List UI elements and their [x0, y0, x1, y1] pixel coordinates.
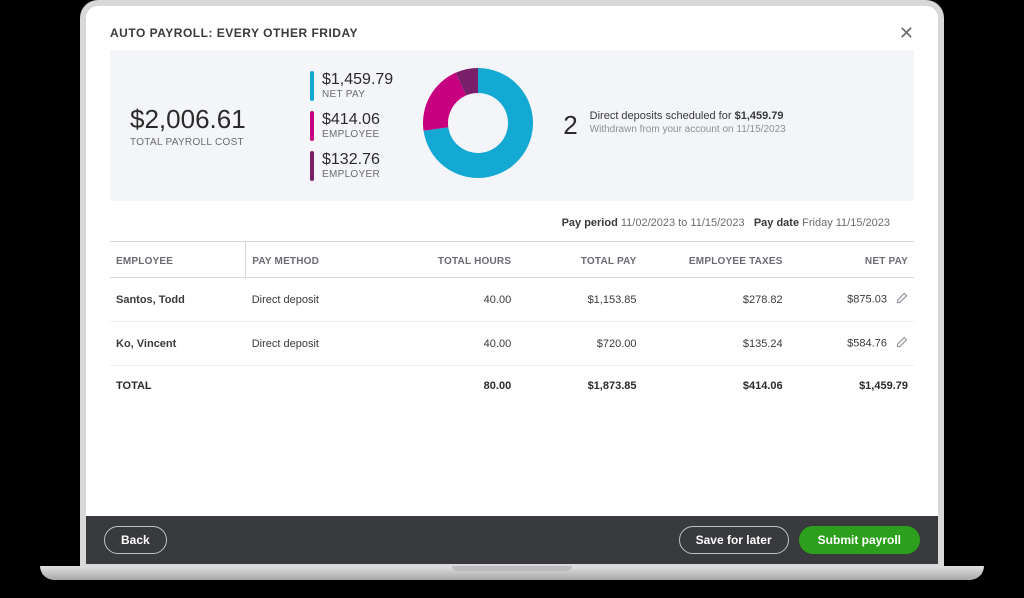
summary-band: $2,006.61 TOTAL PAYROLL COST $1,459.79 N…	[110, 50, 914, 201]
breakdown-label: NET PAY	[322, 89, 393, 100]
deposit-line2: Withdrawn from your account on 11/15/202…	[590, 124, 786, 135]
pencil-icon[interactable]	[894, 336, 908, 351]
save-later-button[interactable]: Save for later	[679, 526, 789, 554]
breakdown-row-employee: $414.06 EMPLOYEE	[310, 111, 393, 141]
deposit-count: 2	[563, 110, 577, 141]
table-row: Santos, Todd Direct deposit 40.00 $1,153…	[110, 278, 914, 322]
total-payroll-label: TOTAL PAYROLL COST	[130, 137, 280, 148]
table-row: Ko, Vincent Direct deposit 40.00 $720.00…	[110, 322, 914, 366]
breakdown-amount: $132.76	[322, 151, 380, 169]
col-taxes: EMPLOYEE TAXES	[643, 242, 789, 278]
col-employee: EMPLOYEE	[110, 242, 246, 278]
table-header-row: EMPLOYEE PAY METHOD TOTAL HOURS TOTAL PA…	[110, 242, 914, 278]
breakdown-bar	[310, 151, 314, 181]
breakdown-bar	[310, 71, 314, 101]
donut-chart	[423, 68, 533, 183]
table-total-row: TOTAL 80.00 $1,873.85 $414.06 $1,459.79	[110, 366, 914, 407]
col-totalpay: TOTAL PAY	[517, 242, 642, 278]
pencil-icon[interactable]	[894, 292, 908, 307]
deposit-block: 2 Direct deposits scheduled for $1,459.7…	[563, 110, 786, 141]
page-title: AUTO PAYROLL: EVERY OTHER FRIDAY	[110, 26, 358, 40]
back-button[interactable]: Back	[104, 526, 167, 554]
payroll-table: EMPLOYEE PAY METHOD TOTAL HOURS TOTAL PA…	[86, 242, 938, 406]
breakdown-amount: $1,459.79	[322, 71, 393, 89]
laptop-frame: AUTO PAYROLL: EVERY OTHER FRIDAY ✕ $2,00…	[80, 0, 944, 570]
submit-payroll-button[interactable]: Submit payroll	[799, 526, 920, 554]
close-icon[interactable]: ✕	[899, 24, 914, 42]
breakdown-label: EMPLOYEE	[322, 129, 380, 140]
total-payroll-amount: $2,006.61	[130, 104, 280, 135]
header: AUTO PAYROLL: EVERY OTHER FRIDAY ✕	[86, 6, 938, 50]
breakdown-row-employer: $132.76 EMPLOYER	[310, 151, 393, 181]
col-hours: TOTAL HOURS	[392, 242, 517, 278]
col-paymethod: PAY METHOD	[246, 242, 392, 278]
app-screen: AUTO PAYROLL: EVERY OTHER FRIDAY ✕ $2,00…	[86, 6, 938, 564]
col-netpay: NET PAY	[789, 242, 914, 278]
breakdown-bar	[310, 111, 314, 141]
breakdown-label: EMPLOYER	[322, 169, 380, 180]
breakdown-amount: $414.06	[322, 111, 380, 129]
laptop-base	[40, 566, 984, 580]
footer-bar: Back Save for later Submit payroll	[86, 516, 938, 564]
breakdown-list: $1,459.79 NET PAY $414.06 EMPLOYEE $132.…	[310, 71, 393, 181]
total-payroll-block: $2,006.61 TOTAL PAYROLL COST	[130, 104, 280, 148]
deposit-line1: Direct deposits scheduled for $1,459.79	[590, 110, 786, 122]
period-line: Pay period 11/02/2023 to 11/15/2023 Pay …	[110, 201, 914, 242]
breakdown-row-netpay: $1,459.79 NET PAY	[310, 71, 393, 101]
